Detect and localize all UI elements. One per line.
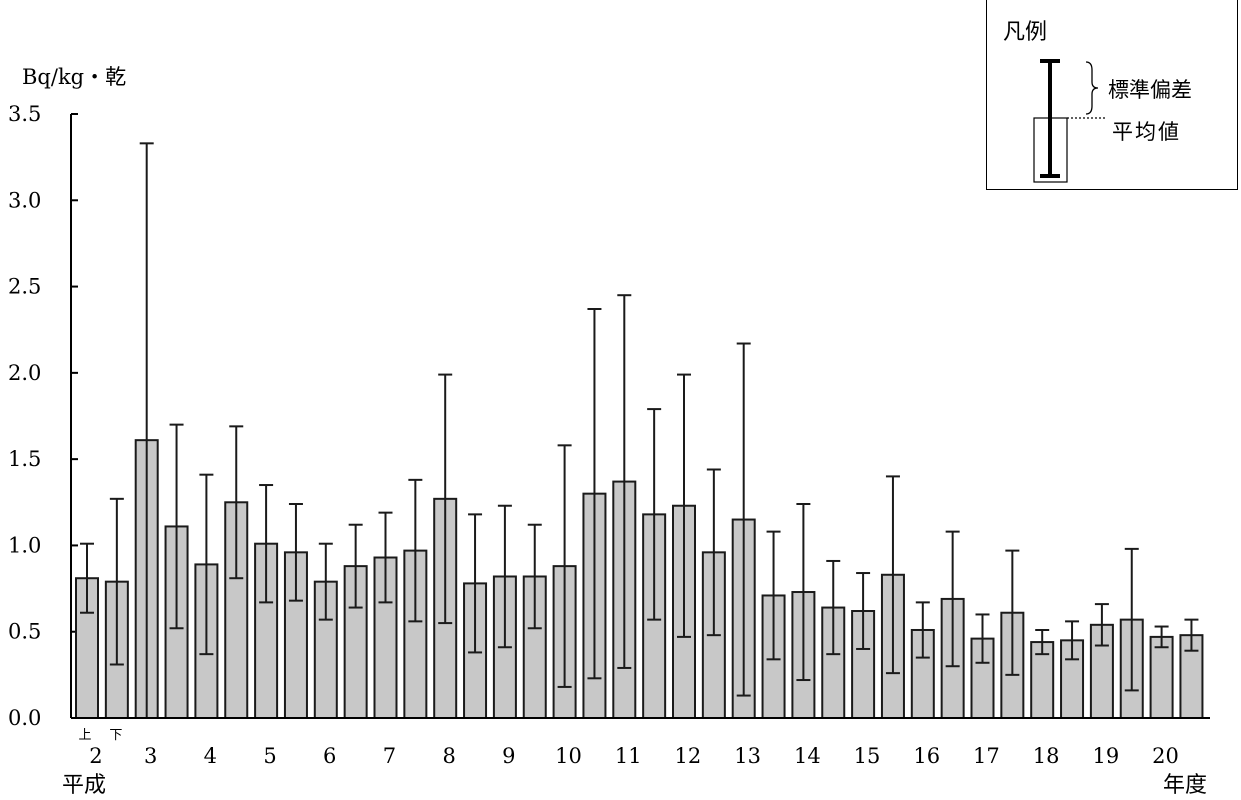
y-tick-label: 0.5 [8, 620, 41, 644]
x-tick-label: 16 [913, 744, 940, 768]
x-axis-label: 年度 [1163, 773, 1207, 798]
x-tick-label: 14 [794, 744, 821, 768]
legend-sd-label: 標準偏差 [1108, 78, 1192, 102]
y-tick-label: 3.0 [8, 188, 41, 212]
legend-mean-label: 平均値 [1112, 120, 1181, 144]
x-tick-label: 11 [615, 744, 642, 768]
x-tick-label: 20 [1152, 744, 1179, 768]
x-tick-label: 5 [263, 744, 276, 768]
y-tick-label: 3.5 [8, 102, 41, 126]
x-tick-label: 12 [675, 744, 702, 768]
era-label: 平成 [62, 773, 106, 798]
x-tick-label: 17 [973, 744, 1000, 768]
legend-brace [1085, 61, 1099, 115]
y-tick-label: 0.0 [8, 706, 41, 730]
x-tick-label: 19 [1092, 744, 1119, 768]
x-tick-label: 4 [204, 744, 217, 768]
bars-group [75, 142, 1204, 720]
x-tick-label: 18 [1033, 744, 1060, 768]
legend: 凡例 標準偏差 平均値 [986, 0, 1238, 190]
x-tick-label: 6 [323, 744, 336, 768]
half-year-label-lower: 下 [109, 728, 122, 743]
x-tick-label: 10 [555, 744, 582, 768]
y-tick-label: 1.5 [8, 447, 41, 471]
x-tick-label: 3 [144, 744, 157, 768]
y-axis: 0.0 0.5 1.0 1.5 2.0 2.5 3.0 3.5 [8, 102, 78, 730]
x-tick-label: 13 [734, 744, 761, 768]
y-tick-label: 1.0 [8, 533, 41, 557]
y-tick-label: 2.5 [8, 275, 41, 299]
half-year-label-upper: 上 [78, 728, 91, 743]
x-tick-label: 2 [89, 744, 102, 768]
x-tick-label: 9 [502, 744, 515, 768]
x-tick-label: 15 [854, 744, 881, 768]
y-tick-label: 2.0 [8, 361, 41, 385]
x-tick-label: 8 [442, 744, 455, 768]
y-axis-label: Bq/kg・乾 [22, 65, 126, 89]
legend-graphic [1033, 59, 1107, 183]
legend-title: 凡例 [1003, 20, 1048, 45]
x-tick-label: 7 [383, 744, 396, 768]
bar [1149, 635, 1174, 719]
x-axis: 2 3 4 5 6 7 8 9 10 11 12 13 14 15 16 17 18 19 20 上 下 [71, 717, 1210, 768]
